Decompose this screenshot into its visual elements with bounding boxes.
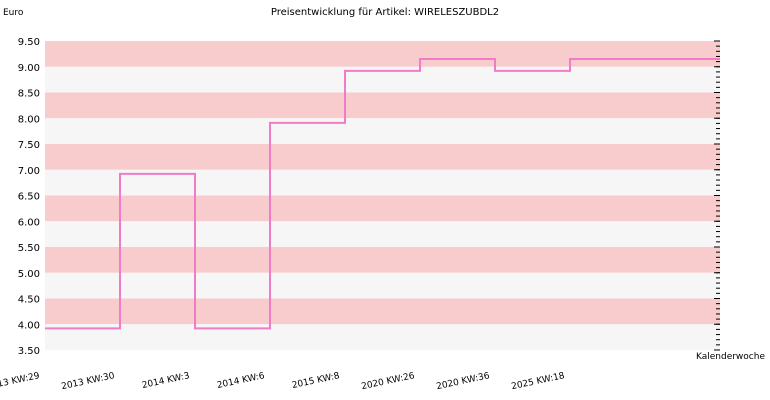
y-tick-labels: 3.50 4.00 4.50 5.00 5.50 6.00 6.50 7.00 7.50 8.00… [18,37,40,357]
y-tick-label: 8.00 [18,114,40,125]
y-tick-label: 6.00 [18,217,40,228]
plot-band [45,92,720,119]
y-tick-label: 3.50 [18,346,40,357]
price-step-line [45,58,720,330]
x-tick-label: 2015 KW:8 [291,371,341,391]
x-tick-label: 2014 KW:3 [141,371,191,391]
y-tick-label: 6.50 [18,192,40,203]
y-tick-label: 5.00 [18,269,40,280]
minor-ticks [714,40,720,351]
x-tick-labels: 2013 KW:29 2013 KW:30 2014 KW:3 2014 KW:6 20… [0,371,566,392]
plot-band [45,247,720,273]
plot-band [45,144,720,170]
y-tick-label: 7.00 [18,166,40,177]
series-lines [44,58,720,330]
plot-band [45,118,720,144]
plot-band [45,272,720,299]
plot-bands [45,41,720,350]
y-tick-label: 5.50 [18,243,40,254]
x-tick-label: 2025 KW:18 [511,371,566,392]
plot-band [45,298,720,325]
plot-band [45,195,720,222]
plot-band [45,221,720,247]
y-tick-label: 7.50 [18,140,40,151]
x-axis-label: Kalenderwoche [696,352,765,362]
x-tick-label: 2014 KW:6 [216,371,266,391]
y-tick-label: 9.50 [18,37,40,48]
y-tick-label: 9.00 [18,63,40,74]
x-tick-label: 2013 KW:30 [61,371,116,392]
y-axis-label: Euro [3,8,24,18]
x-tick-label: 2020 KW:36 [436,371,491,392]
x-tick-label: 2013 KW:29 [0,371,41,392]
y-tick-label: 8.50 [18,89,40,100]
y-tick-label: 4.00 [18,320,40,331]
plot-band [45,324,720,350]
x-tick-label: 2020 KW:26 [361,371,416,392]
y-tick-label: 4.50 [18,295,40,306]
plot-band [45,41,720,67]
chart-title: Preisentwicklung für Artikel: WIRELESZUB… [271,7,499,18]
